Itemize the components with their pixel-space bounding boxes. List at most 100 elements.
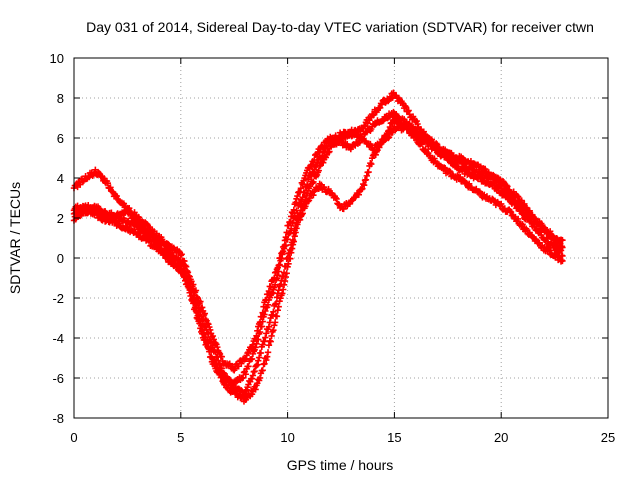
data-point: [281, 277, 289, 285]
data-point: [252, 344, 259, 351]
data-point: [285, 222, 292, 229]
data-point: [362, 176, 370, 183]
data-point: [326, 148, 333, 155]
data-point: [271, 322, 278, 329]
data-point: [289, 210, 297, 217]
data-point: [178, 251, 185, 258]
data-point: [192, 305, 200, 312]
data-point: [242, 371, 249, 378]
data-point: [255, 336, 262, 343]
data-point: [447, 168, 454, 176]
data-point: [290, 238, 298, 245]
data-point: [279, 286, 287, 293]
y-tick-label: 4: [57, 171, 64, 186]
data-point: [269, 289, 276, 296]
data-point: [263, 353, 271, 360]
data-point: [198, 322, 205, 329]
data-point: [255, 354, 263, 361]
data-point: [248, 390, 256, 398]
data-point: [271, 301, 279, 308]
data-point: [299, 210, 306, 217]
data-point: [282, 234, 290, 241]
data-point: [201, 310, 209, 317]
data-point: [207, 348, 215, 356]
data-point: [321, 143, 329, 150]
data-point: [248, 355, 256, 363]
data-point: [253, 340, 260, 348]
data-point: [537, 222, 544, 229]
data-point: [191, 300, 199, 307]
data-point: [274, 272, 282, 279]
data-point: [112, 215, 120, 222]
data-point: [325, 185, 332, 193]
data-point: [418, 140, 426, 147]
data-point: [306, 194, 314, 202]
data-point: [161, 250, 168, 257]
data-point: [177, 252, 184, 259]
y-tick-label: -8: [52, 411, 64, 426]
data-point: [259, 367, 266, 374]
data-point: [531, 215, 539, 222]
data-point: [446, 167, 453, 175]
data-point: [245, 363, 252, 370]
data-point: [481, 175, 488, 182]
data-point: [501, 205, 508, 212]
data-point: [259, 341, 266, 348]
data-point: [273, 313, 281, 320]
data-point: [385, 127, 393, 134]
data-point: [238, 360, 245, 367]
data-point: [256, 328, 264, 336]
data-point: [311, 156, 318, 164]
y-tick-label: 10: [50, 51, 64, 66]
data-point: [559, 236, 566, 244]
data-point: [211, 356, 218, 363]
data-point: [255, 357, 262, 364]
data-point: [383, 131, 390, 139]
data-point: [270, 326, 277, 334]
data-point: [287, 249, 295, 256]
data-point: [413, 117, 420, 125]
data-point: [514, 215, 522, 223]
data-point: [169, 249, 176, 256]
data-point: [332, 194, 339, 202]
data-point: [269, 311, 276, 319]
data-point: [504, 183, 511, 190]
data-point: [258, 323, 265, 330]
data-point: [316, 149, 323, 156]
data-point: [363, 172, 371, 180]
y-tick-label: -4: [52, 331, 64, 346]
data-point: [275, 303, 282, 310]
y-tick-label: 8: [57, 91, 64, 106]
data-point: [310, 178, 317, 186]
data-point: [290, 206, 298, 214]
data-point: [182, 277, 189, 284]
data-point: [209, 332, 217, 340]
data-point: [378, 101, 386, 108]
y-tick-label: 6: [57, 131, 64, 146]
series-track-d: [70, 108, 566, 389]
data-point: [148, 232, 155, 239]
data-point: [281, 237, 289, 244]
data-point: [214, 343, 221, 351]
data-point: [379, 138, 387, 146]
data-point: [293, 225, 300, 232]
data-point: [262, 334, 269, 341]
data-point: [559, 244, 566, 251]
data-point: [268, 332, 275, 340]
data-point: [266, 319, 273, 326]
data-point: [275, 262, 282, 269]
data-point: [209, 342, 217, 349]
data-point: [282, 273, 290, 281]
data-point: [104, 179, 112, 187]
data-point: [261, 360, 268, 368]
data-point: [283, 229, 290, 236]
data-point: [253, 362, 260, 369]
data-point: [195, 311, 202, 319]
data-point: [417, 128, 425, 135]
plot-frame: [73, 57, 609, 419]
data-point: [262, 307, 269, 315]
data-point: [271, 319, 279, 326]
axis-ticks: 0 5 10 15 20 25 -8 -6 -4 -2 0 2 4 6 8 10: [50, 51, 616, 445]
data-point: [199, 326, 207, 334]
